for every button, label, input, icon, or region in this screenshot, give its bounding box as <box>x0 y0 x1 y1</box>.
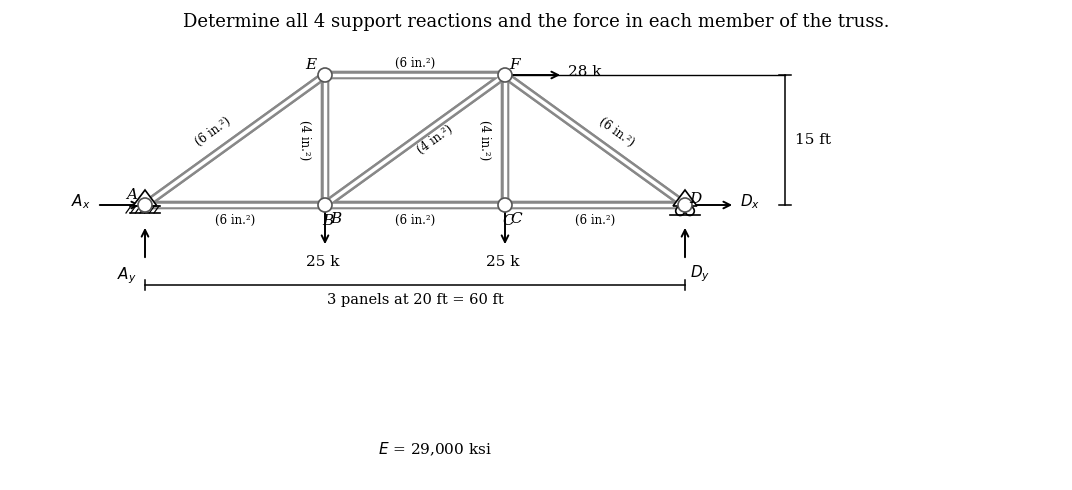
Text: D: D <box>689 192 701 206</box>
Circle shape <box>678 198 693 212</box>
Polygon shape <box>673 190 697 206</box>
Text: $A_y$: $A_y$ <box>117 265 137 286</box>
Text: 25 k: 25 k <box>487 255 520 269</box>
Text: C: C <box>510 212 522 226</box>
Text: (6 in.²): (6 in.²) <box>394 214 435 226</box>
Circle shape <box>498 198 512 212</box>
Polygon shape <box>133 190 157 206</box>
Text: 28 k: 28 k <box>568 65 601 79</box>
Text: $E$ = 29,000 ksi: $E$ = 29,000 ksi <box>378 441 492 458</box>
Circle shape <box>318 68 332 82</box>
Text: F: F <box>509 58 520 72</box>
Text: (4 in.²): (4 in.²) <box>415 123 456 157</box>
Text: $D_y$: $D_y$ <box>690 263 710 284</box>
Text: E: E <box>306 58 316 72</box>
Circle shape <box>498 68 512 82</box>
Text: C: C <box>502 214 513 228</box>
Text: B: B <box>330 212 341 226</box>
Text: (6 in.²): (6 in.²) <box>394 56 435 70</box>
Text: 15 ft: 15 ft <box>795 133 831 147</box>
Text: B: B <box>323 214 333 228</box>
Text: (4 in.²): (4 in.²) <box>478 120 491 160</box>
Text: 3 panels at 20 ft = 60 ft: 3 panels at 20 ft = 60 ft <box>327 293 504 307</box>
Circle shape <box>318 198 332 212</box>
Text: (4 in.²): (4 in.²) <box>298 120 312 160</box>
Circle shape <box>675 206 685 216</box>
Text: (6 in.²): (6 in.²) <box>575 214 615 226</box>
Text: A: A <box>126 188 137 202</box>
Text: Determine all 4 support reactions and the force in each member of the truss.: Determine all 4 support reactions and th… <box>182 13 890 31</box>
Circle shape <box>685 206 695 216</box>
Text: (6 in.²): (6 in.²) <box>597 115 637 149</box>
Text: (6 in.²): (6 in.²) <box>193 115 233 149</box>
Text: $A_x$: $A_x$ <box>72 193 91 211</box>
Text: (6 in.²): (6 in.²) <box>214 214 255 226</box>
Text: 25 k: 25 k <box>307 255 340 269</box>
Circle shape <box>138 198 152 212</box>
Text: $D_x$: $D_x$ <box>740 193 760 211</box>
